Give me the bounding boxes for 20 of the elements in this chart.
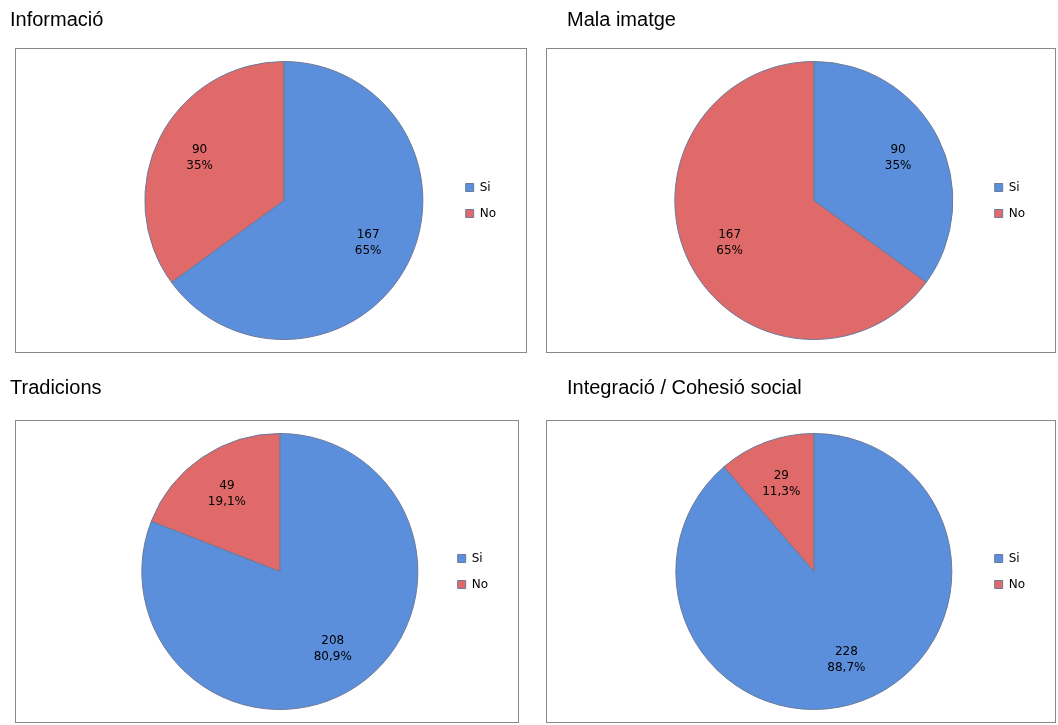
chart-title: Tradicions: [10, 376, 102, 399]
data-label: 208 80,9%: [313, 633, 352, 664]
data-label: 29 11,3%: [762, 467, 801, 498]
legend-label: No: [471, 576, 489, 591]
legend-label: Si: [1008, 179, 1020, 194]
data-label: 49 19,1%: [207, 478, 246, 509]
data-label: 90 35%: [186, 141, 213, 172]
chart-title: Mala imatge: [567, 8, 676, 31]
data-label: 90 35%: [884, 141, 912, 172]
legend-label: Si: [479, 179, 491, 194]
chart-title: Informació: [10, 8, 104, 31]
legend-label: Si: [1008, 550, 1020, 565]
legend-label: No: [1008, 576, 1026, 591]
data-label: 167 65%: [716, 227, 743, 258]
chart-title: Integració / Cohesió social: [567, 376, 802, 399]
legend-label: No: [479, 205, 497, 220]
legend-label: Si: [471, 550, 483, 565]
legend-label: No: [1008, 205, 1026, 220]
data-label: 167 65%: [354, 227, 382, 258]
data-label: 228 88,7%: [827, 643, 866, 674]
